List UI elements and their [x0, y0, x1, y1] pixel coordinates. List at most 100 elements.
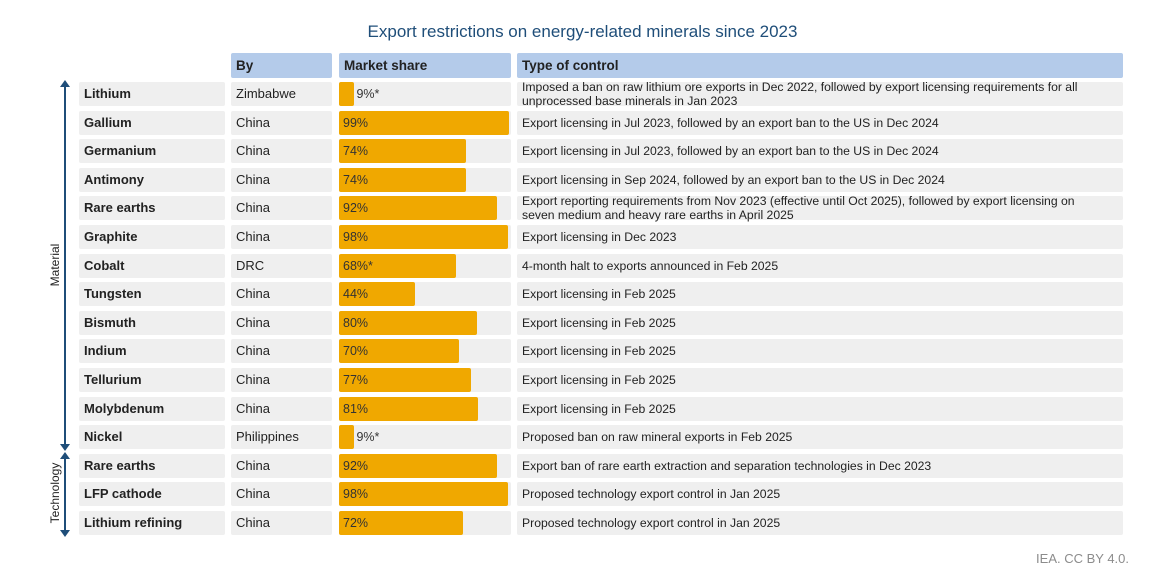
market-share-label: 44% [343, 287, 369, 302]
row-market-share: 92% [339, 196, 511, 221]
market-share-label: 72% [343, 516, 369, 530]
row-market-share: 98% [339, 482, 511, 507]
row-type-of-control: Export licensing in Jul 2023, followed b… [517, 139, 1123, 164]
row-market-share: 80% [339, 310, 511, 335]
market-share-label: 92% [343, 458, 369, 473]
market-share-bar [339, 396, 479, 421]
row-item-label: Tungsten [79, 282, 225, 307]
row-type-of-control: Export ban of rare earth extraction and … [517, 453, 1123, 478]
market-share-bar [339, 310, 477, 335]
row-item-label: Gallium [79, 110, 225, 135]
row-market-share: 92% [339, 453, 511, 478]
row-type-of-control: Export licensing in Sep 2024, followed b… [517, 167, 1123, 192]
row-market-share: 74% [339, 139, 511, 164]
row-by-country: China [231, 482, 332, 507]
chart-title: Export restrictions on energy-related mi… [367, 22, 798, 41]
row-by-country: Philippines [231, 425, 332, 450]
row-market-share: 9%* [339, 82, 511, 106]
row-market-share: 98% [339, 225, 511, 249]
group-label: Material [48, 243, 62, 286]
group-label: Technology [48, 463, 62, 524]
row-item-label: Indium [79, 339, 225, 364]
market-share-bar [339, 282, 415, 307]
market-share-bar [339, 225, 508, 249]
row-by-country: Zimbabwe [231, 82, 332, 106]
row-by-country: China [231, 396, 332, 421]
market-share-bar [339, 167, 467, 192]
row-type-of-control: Export licensing in Feb 2025 [517, 282, 1123, 307]
row-by-country: China [231, 196, 332, 221]
row-item-label: Nickel [79, 425, 225, 450]
row-type-of-control: Proposed technology export control in Ja… [517, 511, 1123, 535]
row-item-label: Antimony [79, 167, 225, 192]
arrow-down-icon [60, 444, 70, 452]
row-market-share: 99% [339, 110, 511, 135]
market-share-label: 81% [343, 401, 369, 416]
row-type-of-control: Export licensing in Feb 2025 [517, 368, 1123, 392]
market-share-label: 77% [343, 373, 369, 387]
row-type-of-control: 4-month halt to exports announced in Feb… [517, 253, 1123, 278]
row-item-label: Cobalt [79, 253, 225, 278]
row-market-share: 44% [339, 282, 511, 307]
group-bracket [60, 451, 70, 537]
row-by-country: China [231, 139, 332, 164]
row-market-share: 72% [339, 511, 511, 535]
market-share-label: 74% [343, 144, 369, 159]
row-type-of-control: Export reporting requirements from Nov 2… [517, 194, 1123, 222]
row-type-of-control: Export licensing in Feb 2025 [517, 310, 1123, 335]
row-market-share: 77% [339, 368, 511, 392]
row-by-country: China [231, 225, 332, 249]
market-share-bar [339, 82, 355, 106]
market-share-label: 80% [343, 315, 369, 330]
row-type-of-control: Export licensing in Dec 2023 [517, 225, 1123, 249]
row-market-share: 9%* [339, 425, 511, 450]
row-item-label: Lithium [79, 82, 225, 106]
market-share-label: 74% [343, 172, 369, 187]
market-share-label: 70% [343, 344, 369, 359]
market-share-bar [339, 511, 463, 535]
row-by-country: DRC [231, 253, 332, 278]
row-market-share: 68%* [339, 253, 511, 278]
market-share-bar [339, 196, 498, 221]
row-item-label: Tellurium [79, 368, 225, 392]
row-item-label: Graphite [79, 225, 225, 249]
header-type-of-control: Type of control [517, 53, 1123, 78]
row-by-country: China [231, 310, 332, 335]
row-item-label: Rare earths [79, 196, 225, 221]
row-market-share: 74% [339, 167, 511, 192]
row-by-country: China [231, 368, 332, 392]
arrow-down-icon [60, 529, 70, 537]
row-item-label: LFP cathode [79, 482, 225, 507]
row-item-label: Rare earths [79, 453, 225, 478]
row-market-share: 81% [339, 396, 511, 421]
market-share-bar [339, 339, 460, 364]
row-type-of-control: Proposed ban on raw mineral exports in F… [517, 425, 1123, 450]
market-share-bar [339, 425, 355, 450]
market-share-label: 92% [343, 201, 369, 216]
row-type-of-control: Proposed technology export control in Ja… [517, 482, 1123, 507]
market-share-label: 98% [343, 487, 369, 502]
market-share-bar [339, 368, 472, 392]
row-by-country: China [231, 339, 332, 364]
row-by-country: China [231, 282, 332, 307]
row-by-country: China [231, 511, 332, 535]
market-share-bar [339, 110, 510, 135]
market-share-label: 68%* [343, 258, 373, 273]
row-type-of-control: Export licensing in Jul 2023, followed b… [517, 110, 1123, 135]
row-type-of-control: Export licensing in Feb 2025 [517, 339, 1123, 364]
header-by: By [231, 53, 332, 78]
market-share-bar [339, 453, 498, 478]
market-share-bar [339, 482, 508, 507]
row-by-country: China [231, 110, 332, 135]
row-type-of-control: Export licensing in Feb 2025 [517, 396, 1123, 421]
group-bracket [60, 80, 70, 452]
market-share-label: 99% [343, 115, 369, 130]
arrow-up-icon [60, 451, 70, 459]
header-market-share: Market share [339, 53, 511, 78]
row-by-country: China [231, 453, 332, 478]
market-share-label: 9%* [356, 87, 380, 101]
credit-text: IEA. CC BY 4.0. [1036, 551, 1129, 566]
row-item-label: Molybdenum [79, 396, 225, 421]
market-share-bar [339, 253, 456, 278]
row-item-label: Bismuth [79, 310, 225, 335]
